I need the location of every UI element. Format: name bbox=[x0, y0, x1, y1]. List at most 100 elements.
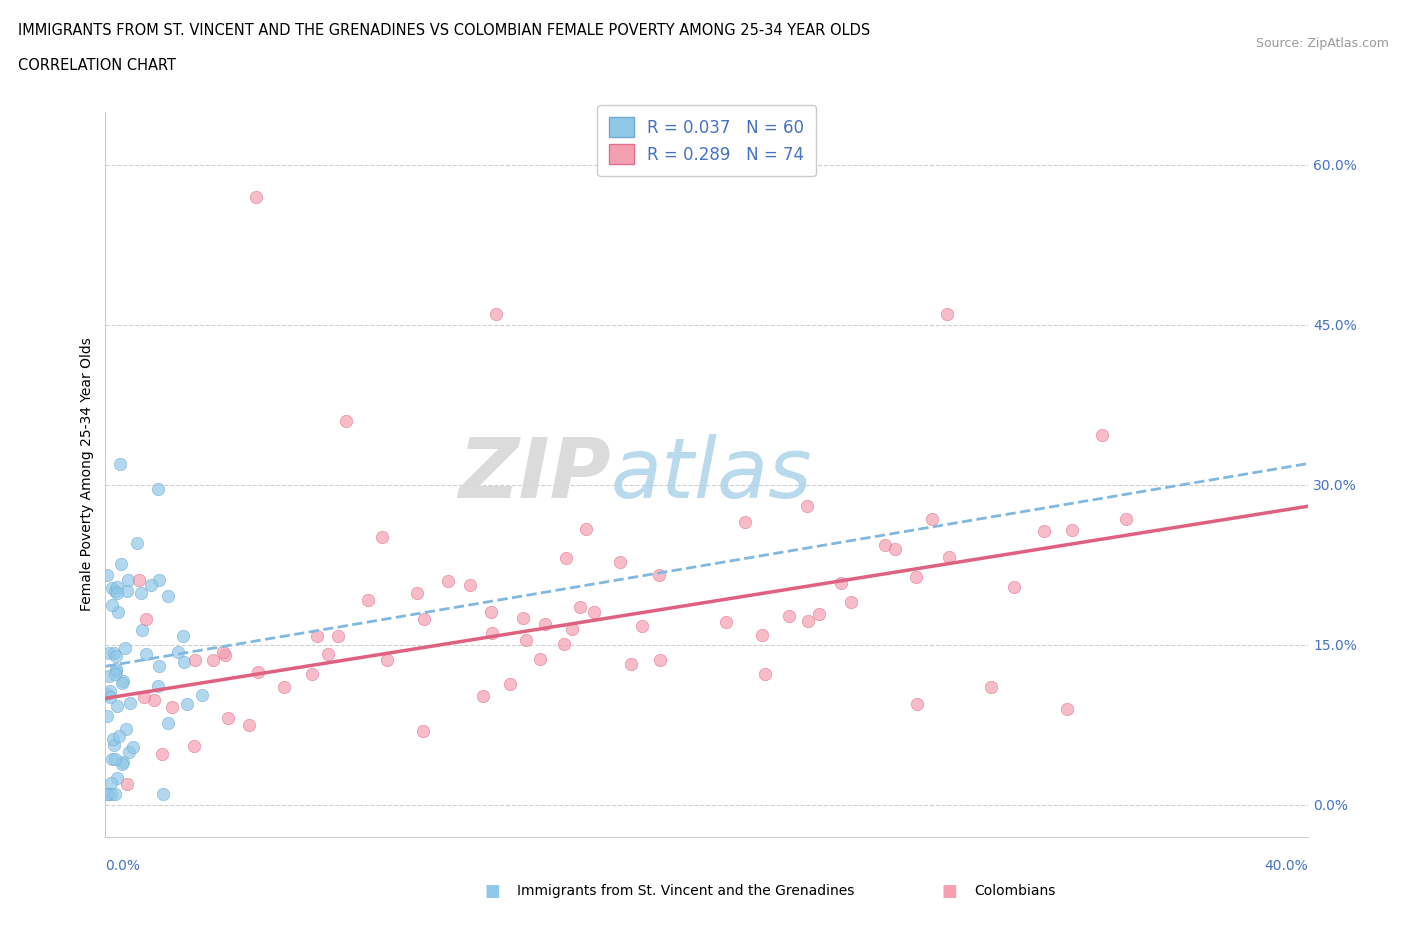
Point bbox=[118, 696, 141, 711]
Point bbox=[104, 667, 127, 682]
Point bbox=[356, 592, 378, 607]
Point bbox=[202, 653, 225, 668]
Point bbox=[479, 604, 502, 619]
Point bbox=[103, 737, 125, 752]
Point bbox=[808, 606, 831, 621]
Point bbox=[114, 641, 136, 656]
Point bbox=[211, 644, 233, 659]
Point bbox=[98, 689, 121, 704]
Point bbox=[105, 698, 128, 713]
Point bbox=[214, 647, 236, 662]
Point bbox=[143, 692, 166, 707]
Point bbox=[107, 604, 129, 619]
Text: ZIP: ZIP bbox=[458, 433, 610, 515]
Point bbox=[104, 584, 127, 599]
Point bbox=[839, 594, 862, 609]
Point bbox=[714, 615, 737, 630]
Point bbox=[273, 679, 295, 694]
Point bbox=[148, 572, 170, 587]
Point bbox=[131, 622, 153, 637]
Point bbox=[980, 680, 1002, 695]
Point bbox=[115, 721, 138, 736]
Point bbox=[555, 551, 578, 565]
Point bbox=[101, 598, 124, 613]
Point bbox=[529, 652, 551, 667]
Text: Immigrants from St. Vincent and the Grenadines: Immigrants from St. Vincent and the Gren… bbox=[517, 884, 855, 898]
Point bbox=[98, 684, 121, 699]
Point bbox=[152, 787, 174, 802]
Point bbox=[132, 690, 155, 705]
Point bbox=[1090, 428, 1112, 443]
Point bbox=[751, 628, 773, 643]
Text: Colombians: Colombians bbox=[974, 884, 1056, 898]
Point bbox=[101, 580, 124, 595]
Point bbox=[217, 711, 239, 726]
Point bbox=[1002, 579, 1025, 594]
Point bbox=[371, 529, 394, 544]
Point bbox=[176, 697, 198, 711]
Point bbox=[1032, 524, 1054, 538]
Point bbox=[110, 676, 132, 691]
Point bbox=[146, 679, 169, 694]
Point bbox=[778, 609, 800, 624]
Point bbox=[534, 617, 557, 631]
Point bbox=[246, 664, 269, 679]
Point bbox=[96, 686, 118, 701]
Point bbox=[110, 457, 132, 472]
Point bbox=[921, 512, 943, 526]
Point bbox=[115, 777, 138, 791]
Point bbox=[301, 667, 323, 682]
Point bbox=[150, 746, 173, 761]
Point bbox=[905, 697, 928, 711]
Point bbox=[938, 550, 960, 565]
Point bbox=[245, 190, 267, 205]
Point bbox=[481, 625, 503, 640]
Point bbox=[173, 655, 195, 670]
Point bbox=[103, 645, 125, 660]
Point bbox=[104, 649, 127, 664]
Point bbox=[160, 699, 183, 714]
Point bbox=[609, 554, 631, 569]
Point bbox=[437, 574, 460, 589]
Point bbox=[512, 610, 534, 625]
Point bbox=[103, 751, 125, 766]
Point bbox=[630, 618, 652, 633]
Point bbox=[100, 787, 122, 802]
Point bbox=[648, 567, 671, 582]
Point bbox=[156, 589, 179, 604]
Point bbox=[905, 570, 928, 585]
Point bbox=[326, 629, 349, 644]
Point bbox=[797, 613, 820, 628]
Point bbox=[121, 739, 143, 754]
Point bbox=[128, 572, 150, 587]
Point bbox=[413, 612, 436, 627]
Point bbox=[166, 644, 188, 659]
Point bbox=[135, 612, 157, 627]
Point bbox=[830, 575, 852, 590]
Point bbox=[375, 652, 398, 667]
Point bbox=[97, 787, 120, 802]
Point bbox=[316, 646, 339, 661]
Point bbox=[184, 653, 207, 668]
Point bbox=[412, 724, 434, 738]
Point bbox=[146, 482, 169, 497]
Point bbox=[117, 583, 139, 598]
Point bbox=[125, 536, 148, 551]
Point bbox=[238, 718, 260, 733]
Point bbox=[553, 636, 575, 651]
Y-axis label: Female Poverty Among 25-34 Year Olds: Female Poverty Among 25-34 Year Olds bbox=[80, 338, 94, 611]
Point bbox=[135, 646, 157, 661]
Text: CORRELATION CHART: CORRELATION CHART bbox=[18, 58, 176, 73]
Point bbox=[117, 573, 139, 588]
Point bbox=[1060, 523, 1083, 538]
Point bbox=[1115, 512, 1137, 526]
Point bbox=[734, 514, 756, 529]
Text: atlas: atlas bbox=[610, 433, 813, 515]
Point bbox=[1056, 701, 1078, 716]
Point bbox=[561, 621, 583, 636]
Point bbox=[884, 541, 907, 556]
Point bbox=[104, 664, 127, 679]
Point bbox=[105, 585, 128, 600]
Point bbox=[172, 629, 194, 644]
Text: ■: ■ bbox=[941, 882, 957, 900]
